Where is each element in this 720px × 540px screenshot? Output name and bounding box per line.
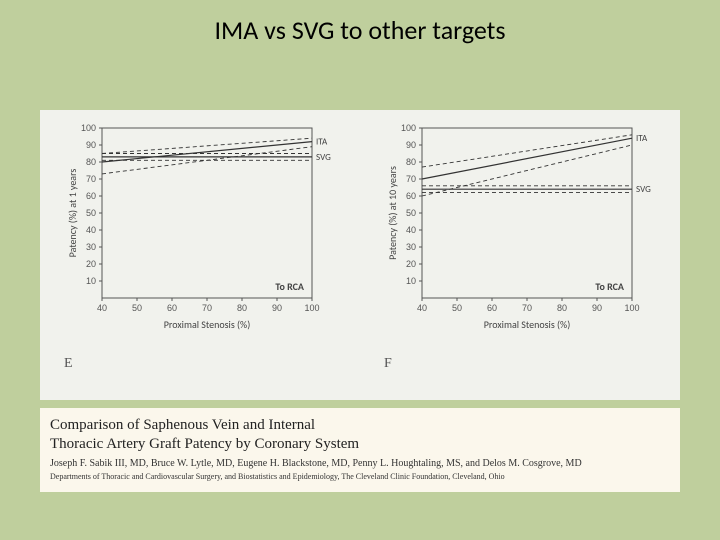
svg-text:40: 40 bbox=[406, 225, 416, 235]
citation-block: Comparison of Saphenous Vein and Interna… bbox=[40, 408, 680, 492]
svg-text:Proximal Stenosis (%): Proximal Stenosis (%) bbox=[164, 318, 250, 331]
svg-text:70: 70 bbox=[406, 174, 416, 184]
panel-letter-e: E bbox=[64, 356, 73, 372]
svg-text:90: 90 bbox=[272, 303, 282, 313]
citation-title-line1: Comparison of Saphenous Vein and Interna… bbox=[50, 417, 315, 433]
svg-text:10: 10 bbox=[406, 276, 416, 286]
svg-text:100: 100 bbox=[624, 303, 639, 313]
svg-text:Proximal Stenosis (%): Proximal Stenosis (%) bbox=[484, 318, 570, 331]
svg-text:20: 20 bbox=[406, 259, 416, 269]
svg-text:100: 100 bbox=[401, 123, 416, 133]
svg-text:80: 80 bbox=[557, 303, 567, 313]
svg-text:40: 40 bbox=[417, 303, 427, 313]
svg-text:50: 50 bbox=[86, 208, 96, 218]
svg-text:ITA: ITA bbox=[316, 137, 328, 148]
svg-text:Patency (%) at 10 years: Patency (%) at 10 years bbox=[386, 166, 399, 260]
chart-panel-f: 10 20 30 40 50 60 70 80 90 100 40 50 60 70 80 90 100 Prox… bbox=[382, 120, 672, 340]
svg-text:To RCA: To RCA bbox=[275, 280, 305, 293]
svg-text:80: 80 bbox=[406, 157, 416, 167]
svg-text:60: 60 bbox=[406, 191, 416, 201]
citation-title-line2: Thoracic Artery Graft Patency by Coronar… bbox=[50, 436, 359, 452]
svg-text:30: 30 bbox=[406, 242, 416, 252]
svg-text:90: 90 bbox=[592, 303, 602, 313]
citation-affiliation: Departments of Thoracic and Cardiovascul… bbox=[50, 472, 670, 482]
svg-text:SVG: SVG bbox=[636, 184, 651, 195]
svg-text:100: 100 bbox=[304, 303, 319, 313]
chart-panel-e: 10 20 30 40 50 60 70 80 90 100 40 50 60 70 80 90 100 Prox… bbox=[62, 120, 352, 340]
svg-text:60: 60 bbox=[487, 303, 497, 313]
svg-text:To RCA: To RCA bbox=[595, 280, 625, 293]
panel-letter-f: F bbox=[384, 356, 392, 372]
svg-text:50: 50 bbox=[132, 303, 142, 313]
svg-text:ITA: ITA bbox=[636, 133, 648, 144]
svg-text:70: 70 bbox=[86, 174, 96, 184]
page-title: IMA vs SVG to other targets bbox=[0, 14, 720, 46]
figure-area: 10 20 30 40 50 60 70 80 90 100 40 50 60 70 80 90 100 Prox… bbox=[40, 110, 680, 400]
svg-text:80: 80 bbox=[237, 303, 247, 313]
svg-text:SVG: SVG bbox=[316, 152, 331, 163]
svg-text:50: 50 bbox=[406, 208, 416, 218]
svg-text:70: 70 bbox=[522, 303, 532, 313]
svg-text:30: 30 bbox=[86, 242, 96, 252]
svg-text:50: 50 bbox=[452, 303, 462, 313]
svg-text:20: 20 bbox=[86, 259, 96, 269]
svg-text:80: 80 bbox=[86, 157, 96, 167]
svg-text:90: 90 bbox=[406, 140, 416, 150]
svg-text:60: 60 bbox=[86, 191, 96, 201]
svg-text:Patency (%) at 1 years: Patency (%) at 1 years bbox=[66, 169, 79, 258]
citation-title: Comparison of Saphenous Vein and Interna… bbox=[50, 416, 670, 454]
svg-text:70: 70 bbox=[202, 303, 212, 313]
citation-authors: Joseph F. Sabik III, MD, Bruce W. Lytle,… bbox=[50, 458, 670, 471]
svg-text:40: 40 bbox=[97, 303, 107, 313]
svg-text:10: 10 bbox=[86, 276, 96, 286]
svg-text:40: 40 bbox=[86, 225, 96, 235]
svg-text:60: 60 bbox=[167, 303, 177, 313]
svg-text:100: 100 bbox=[81, 123, 96, 133]
svg-text:90: 90 bbox=[86, 140, 96, 150]
